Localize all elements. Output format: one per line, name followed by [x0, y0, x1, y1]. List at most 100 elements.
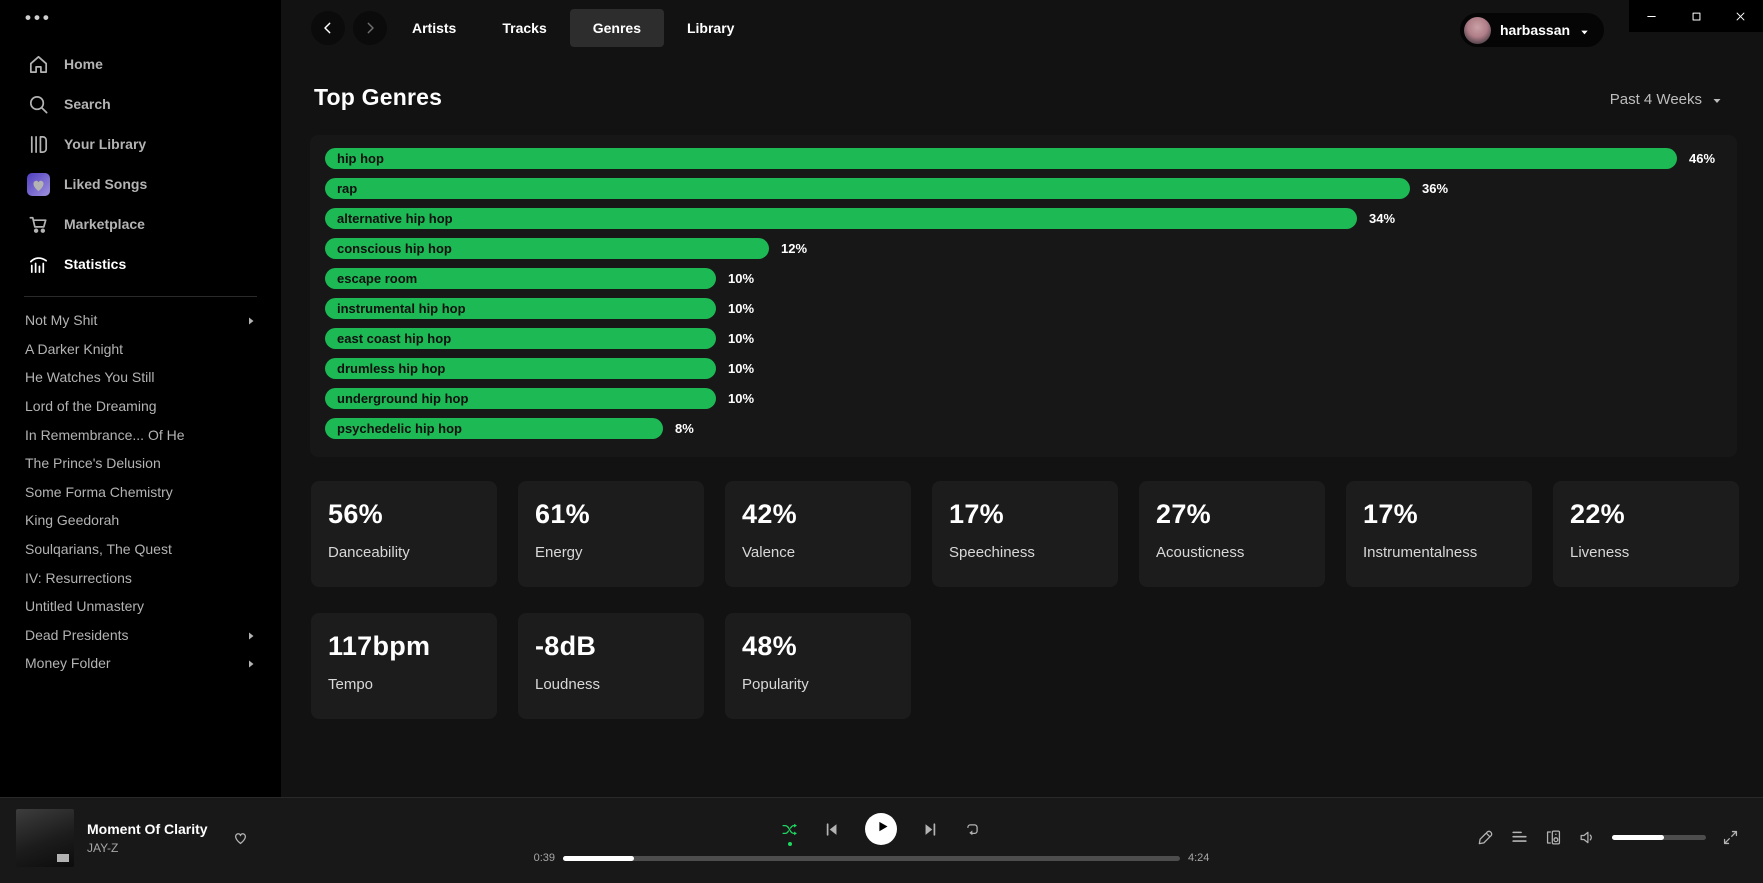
- stat-label: Tempo: [328, 676, 374, 693]
- genre-bar[interactable]: rap: [325, 178, 1410, 199]
- sidebar-item-home[interactable]: Home: [0, 44, 281, 84]
- player-bar: Moment Of Clarity JAY-Z 0:39 4:24: [0, 797, 1763, 883]
- queue-icon[interactable]: [1510, 828, 1529, 847]
- playlist-item[interactable]: Soulqarians, The Quest: [0, 535, 281, 564]
- track-title: Moment Of Clarity: [87, 821, 208, 837]
- stat-value: 27%: [1156, 499, 1211, 529]
- genre-label: underground hip hop: [337, 391, 469, 406]
- playlist-label: The Prince's Delusion: [25, 455, 161, 472]
- back-button[interactable]: [311, 11, 345, 45]
- close-button[interactable]: [1718, 0, 1763, 32]
- sidebar-item-marketplace[interactable]: Marketplace: [0, 204, 281, 244]
- audio-feature-cards: 56% Danceability 61% Energy 42% Valence 17% Spe…: [311, 481, 1739, 719]
- playlist-list: Not My Shit A Darker Knight He Watches You…: [0, 306, 281, 678]
- tab-tracks[interactable]: Tracks: [502, 20, 547, 36]
- player-right-controls: [1476, 828, 1740, 847]
- genre-label: conscious hip hop: [337, 241, 452, 256]
- sidebar-item-label: Statistics: [64, 256, 127, 272]
- home-icon: [27, 53, 50, 76]
- genre-percent: 10%: [728, 331, 755, 346]
- sidebar-item-liked-songs[interactable]: Liked Songs: [0, 164, 281, 204]
- lyrics-mic-icon[interactable]: [1476, 828, 1495, 847]
- genre-label: psychedelic hip hop: [337, 421, 462, 436]
- playlist-item[interactable]: He Watches You Still: [0, 363, 281, 392]
- stat-label: Instrumentalness: [1363, 544, 1478, 561]
- genre-percent: 10%: [728, 361, 755, 376]
- genre-percent: 10%: [728, 271, 755, 286]
- tab-genres[interactable]: Genres: [569, 9, 664, 47]
- genre-bar[interactable]: escape room: [325, 268, 716, 289]
- ellipsis-menu-icon[interactable]: •••: [25, 8, 52, 27]
- playlist-item[interactable]: In Remembrance... Of He: [0, 420, 281, 449]
- playlist-item[interactable]: Lord of the Dreaming: [0, 392, 281, 421]
- minimize-icon: [1644, 9, 1659, 24]
- search-icon: [27, 93, 50, 116]
- genre-row: conscious hip hop 12%: [325, 238, 1722, 259]
- genre-bar[interactable]: alternative hip hop: [325, 208, 1357, 229]
- previous-icon: [823, 822, 840, 842]
- page-title: Top Genres: [314, 84, 443, 110]
- stat-value: 48%: [742, 631, 797, 661]
- volume-slider[interactable]: [1612, 835, 1706, 840]
- fullscreen-icon[interactable]: [1721, 828, 1740, 847]
- genre-bar[interactable]: drumless hip hop: [325, 358, 716, 379]
- stat-value: 56%: [328, 499, 383, 529]
- progress-bar[interactable]: [563, 856, 1180, 861]
- stat-value: -8dB: [535, 631, 597, 661]
- top-tabs: Artists Tracks Genres Library: [389, 8, 757, 48]
- album-art[interactable]: [16, 809, 74, 867]
- repeat-button[interactable]: [964, 821, 981, 838]
- play-button[interactable]: [865, 813, 897, 845]
- playlist-item[interactable]: IV: Resurrections: [0, 563, 281, 592]
- stat-label: Danceability: [328, 544, 410, 561]
- playlist-label: Soulqarians, The Quest: [25, 541, 172, 558]
- tab-artists[interactable]: Artists: [412, 20, 457, 36]
- next-button[interactable]: [922, 821, 939, 838]
- genre-bar[interactable]: hip hop: [325, 148, 1677, 169]
- playlist-item[interactable]: Some Forma Chemistry: [0, 478, 281, 507]
- stat-card-tempo: 117bpm Tempo: [311, 613, 497, 719]
- forward-button[interactable]: [353, 11, 387, 45]
- user-menu[interactable]: harbassan: [1460, 13, 1605, 47]
- genre-bar[interactable]: instrumental hip hop: [325, 298, 716, 319]
- sidebar-item-search[interactable]: Search: [0, 84, 281, 124]
- sidebar-item-your-library[interactable]: Your Library: [0, 124, 281, 164]
- submenu-chevron-icon: [245, 657, 257, 669]
- time-range-label: Past 4 Weeks: [1609, 91, 1702, 108]
- maximize-button[interactable]: [1674, 0, 1719, 32]
- playlist-item[interactable]: Money Folder: [0, 649, 281, 678]
- heart-outline-icon: [231, 833, 250, 851]
- genre-percent: 34%: [1369, 211, 1396, 226]
- like-button[interactable]: [231, 828, 250, 847]
- playlist-item[interactable]: The Prince's Delusion: [0, 449, 281, 478]
- stat-value: 17%: [949, 499, 1004, 529]
- play-icon: [873, 819, 890, 839]
- tab-library[interactable]: Library: [686, 20, 735, 36]
- genre-bar[interactable]: conscious hip hop: [325, 238, 769, 259]
- playlist-item[interactable]: Untitled Unmastery: [0, 592, 281, 621]
- playlist-item[interactable]: A Darker Knight: [0, 335, 281, 364]
- genre-percent: 46%: [1689, 151, 1716, 166]
- sidebar-item-statistics[interactable]: Statistics: [0, 244, 281, 284]
- playlist-item[interactable]: Dead Presidents: [0, 621, 281, 650]
- stat-value: 17%: [1363, 499, 1418, 529]
- genre-bar[interactable]: underground hip hop: [325, 388, 716, 409]
- genre-bar[interactable]: east coast hip hop: [325, 328, 716, 349]
- playlist-label: In Remembrance... Of He: [25, 426, 185, 443]
- top-genres-chart: hip hop 46% rap 36% alternative hip hop 34% co…: [310, 135, 1737, 457]
- maximize-icon: [1689, 9, 1704, 24]
- devices-icon[interactable]: [1544, 828, 1563, 847]
- minimize-button[interactable]: [1629, 0, 1674, 32]
- sidebar-item-label: Search: [64, 96, 111, 112]
- time-range-dropdown[interactable]: Past 4 Weeks: [1610, 91, 1723, 108]
- liked-songs-heart-icon: [27, 172, 50, 196]
- playlist-item[interactable]: King Geedorah: [0, 506, 281, 535]
- playlist-label: Not My Shit: [25, 312, 98, 329]
- shuffle-button[interactable]: [781, 821, 798, 838]
- caret-down-icon: [1579, 25, 1590, 36]
- genre-bar[interactable]: psychedelic hip hop: [325, 418, 663, 439]
- playlist-item[interactable]: Not My Shit: [0, 306, 281, 335]
- genre-label: east coast hip hop: [337, 331, 452, 346]
- volume-icon[interactable]: [1578, 828, 1597, 847]
- previous-button[interactable]: [823, 821, 840, 838]
